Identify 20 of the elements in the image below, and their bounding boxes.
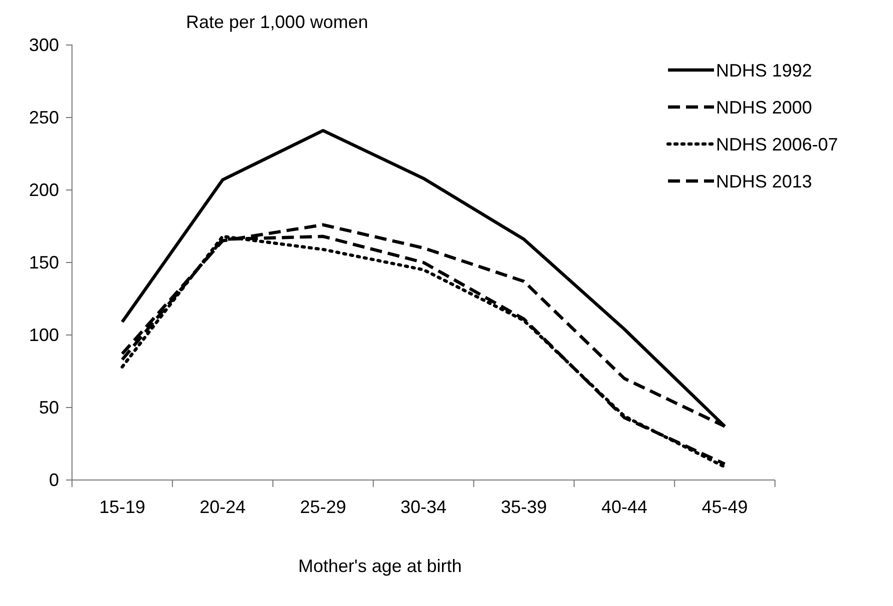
y-tick-label: 250 bbox=[28, 107, 59, 128]
y-axis-title: Rate per 1,000 women bbox=[186, 12, 368, 32]
legend-label: NDHS 1992 bbox=[716, 60, 812, 80]
x-tick-label: 25-29 bbox=[300, 497, 346, 517]
x-tick-label: 45-49 bbox=[702, 497, 748, 517]
x-axis-title: Mother's age at birth bbox=[298, 556, 462, 576]
x-tick-label: 20-24 bbox=[200, 497, 246, 517]
y-tick-label: 200 bbox=[28, 180, 59, 200]
y-tick-label: 50 bbox=[38, 397, 59, 418]
y-tick-label: 100 bbox=[28, 324, 59, 345]
x-tick-label: 40-44 bbox=[601, 497, 648, 517]
legend-label: NDHS 2000 bbox=[716, 97, 812, 118]
y-tick-label: 0 bbox=[48, 470, 59, 490]
y-tick-label: 150 bbox=[28, 252, 59, 272]
legend-label: NDHS 2013 bbox=[716, 171, 812, 192]
y-tick-label: 300 bbox=[28, 34, 59, 55]
x-tick-label: 15-19 bbox=[99, 497, 146, 517]
legend-label: NDHS 2006-07 bbox=[716, 134, 838, 154]
x-tick-label: 30-34 bbox=[400, 497, 447, 517]
x-tick-label: 35-39 bbox=[500, 497, 547, 517]
